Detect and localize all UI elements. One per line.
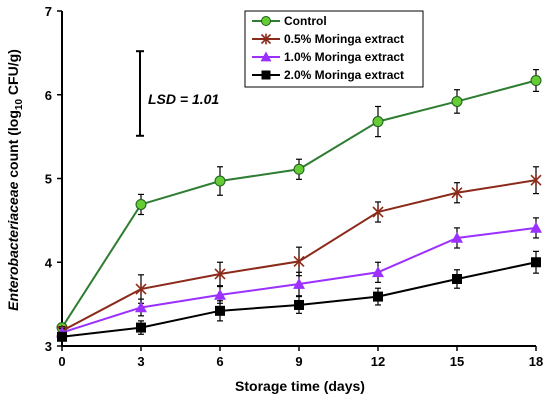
y-tick-label: 5	[45, 172, 52, 187]
legend-label: 2.0% Moringa extract	[284, 68, 404, 82]
series-4	[57, 250, 541, 342]
data-point	[215, 305, 225, 316]
data-point	[451, 186, 463, 199]
legend-label: 1.0% Moringa extract	[284, 50, 404, 64]
legend-marker	[260, 51, 272, 62]
data-point	[136, 322, 146, 333]
x-tick-label: 9	[295, 354, 302, 369]
legend-item: 0.5% Moringa extract	[252, 32, 404, 46]
legend-marker	[260, 33, 272, 45]
data-point	[452, 274, 462, 284]
y-tick-label: 6	[45, 88, 52, 103]
x-tick-label: 15	[450, 354, 464, 369]
data-point	[372, 266, 384, 278]
data-point	[530, 75, 542, 87]
data-point	[530, 174, 542, 187]
x-tick-label: 12	[371, 354, 385, 369]
y-tick-label: 3	[45, 339, 52, 354]
data-point	[372, 206, 384, 218]
data-point	[372, 116, 384, 128]
data-point	[451, 95, 463, 107]
data-point	[294, 299, 304, 310]
y-axis-title-subscript: 10	[14, 99, 25, 111]
data-point	[373, 291, 383, 302]
data-point	[135, 301, 147, 313]
data-point	[214, 175, 226, 187]
legend-label: Control	[284, 14, 327, 28]
y-axis-title-organism: Enterobacteriaceae	[5, 181, 21, 310]
lsd-annotation: LSD = 1.01	[136, 50, 219, 137]
data-point	[214, 267, 226, 280]
legend-item: Control	[252, 14, 327, 28]
legend-item: 1.0% Moringa extract	[252, 50, 404, 64]
x-axis-title: Storage time (days)	[235, 378, 365, 394]
data-point	[57, 331, 67, 342]
data-point	[530, 221, 542, 233]
legend: Control 0.5% Moringa extract 1.0% Moringa …	[244, 10, 424, 88]
legend-item: 2.0% Moringa extract	[252, 68, 404, 82]
data-point	[531, 257, 541, 268]
data-point	[293, 278, 305, 289]
legend-label: 0.5% Moringa extract	[284, 32, 404, 46]
data-point	[135, 198, 147, 210]
y-axis-title: Enterobacteriaceae count (log10 CFU/g)	[5, 49, 25, 311]
x-tick-label: 6	[216, 354, 223, 369]
legend-marker	[261, 16, 271, 26]
data-point	[135, 283, 147, 296]
y-axis-title-count: count (log	[5, 110, 21, 182]
y-tick-label: 4	[45, 255, 53, 270]
series-layer	[56, 69, 542, 342]
x-tick-label: 18	[529, 354, 543, 369]
data-point	[293, 163, 305, 175]
legend-marker	[261, 70, 271, 80]
lsd-label: LSD = 1.01	[148, 91, 219, 107]
x-tick-label: 0	[58, 354, 65, 369]
y-tick-label: 7	[45, 4, 52, 19]
x-tick-label: 3	[137, 354, 144, 369]
data-point	[451, 231, 463, 243]
data-point	[293, 255, 305, 268]
series-3	[56, 217, 542, 338]
data-point	[214, 288, 226, 300]
y-axis-title-unit: CFU/g)	[5, 49, 21, 99]
